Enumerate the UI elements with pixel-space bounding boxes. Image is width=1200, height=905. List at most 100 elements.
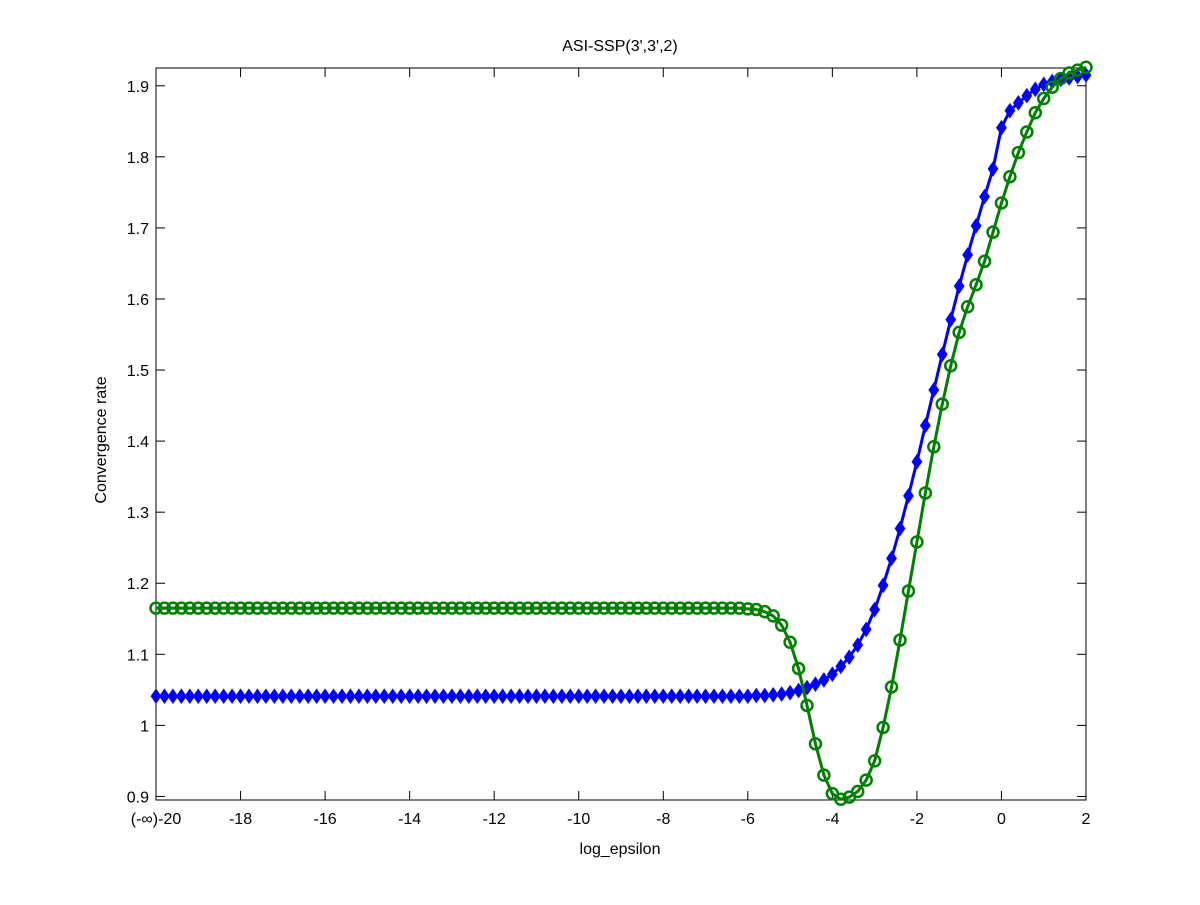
data-point xyxy=(326,601,341,615)
data-point xyxy=(311,688,323,705)
data-point xyxy=(927,440,941,454)
data-point xyxy=(352,601,366,615)
data-point xyxy=(1028,106,1043,120)
data-point xyxy=(945,311,957,328)
data-point xyxy=(843,649,855,665)
data-point xyxy=(411,601,425,615)
data-point xyxy=(877,577,889,594)
data-point xyxy=(742,688,754,705)
data-point xyxy=(953,278,965,294)
data-point xyxy=(707,601,721,615)
data-point xyxy=(514,688,525,705)
data-point xyxy=(284,601,299,615)
data-point xyxy=(986,225,1000,239)
data-point xyxy=(884,680,899,694)
data-point xyxy=(817,768,831,782)
x-tick-label: 0 xyxy=(997,811,1006,828)
data-point xyxy=(336,688,348,705)
data-point xyxy=(277,688,289,705)
data-point xyxy=(521,601,535,615)
data-point xyxy=(860,621,872,638)
data-point xyxy=(1045,80,1059,94)
data-point xyxy=(267,601,282,615)
data-point xyxy=(318,601,332,615)
data-point xyxy=(733,688,745,705)
data-point xyxy=(252,688,263,705)
data-point xyxy=(1020,125,1034,139)
data-point xyxy=(488,688,500,705)
data-point xyxy=(674,688,686,705)
data-point xyxy=(478,601,493,615)
data-point xyxy=(345,688,356,705)
y-tick-label: 1.6 xyxy=(127,292,149,309)
data-point xyxy=(640,688,652,705)
data-point xyxy=(943,359,958,373)
data-point xyxy=(571,601,586,615)
data-point xyxy=(598,688,610,705)
data-point xyxy=(683,688,695,705)
data-point xyxy=(438,688,449,705)
x-tick-label: -6 xyxy=(741,811,755,828)
data-point xyxy=(563,601,578,615)
data-point xyxy=(759,687,771,704)
x-tick-label: (-∞)-20 xyxy=(131,811,182,828)
data-point xyxy=(960,300,975,314)
data-point xyxy=(149,601,163,615)
data-point xyxy=(715,601,730,615)
data-point xyxy=(564,688,576,705)
data-point xyxy=(462,601,476,615)
data-point xyxy=(624,688,635,705)
data-point xyxy=(708,688,720,705)
data-point xyxy=(903,488,914,504)
data-point xyxy=(622,601,637,615)
data-point xyxy=(260,688,272,705)
data-point xyxy=(1062,66,1076,80)
data-point xyxy=(818,672,830,688)
data-point xyxy=(539,688,551,705)
data-point xyxy=(783,635,797,649)
data-point xyxy=(588,601,603,615)
data-point xyxy=(250,601,265,615)
data-point xyxy=(361,688,373,705)
data-point xyxy=(573,688,585,705)
data-point xyxy=(328,688,339,705)
data-point xyxy=(835,658,847,675)
data-point xyxy=(649,688,661,705)
data-point xyxy=(276,601,290,615)
data-point xyxy=(977,254,992,269)
data-point xyxy=(166,601,180,615)
data-point xyxy=(480,688,492,705)
data-point xyxy=(893,633,907,647)
data-point xyxy=(174,601,189,615)
data-point xyxy=(436,601,451,615)
data-point xyxy=(531,688,542,705)
data-point xyxy=(681,601,696,615)
data-point xyxy=(850,784,865,799)
y-tick-label: 1.2 xyxy=(127,576,149,593)
data-point xyxy=(996,119,1007,136)
data-point xyxy=(910,535,924,549)
data-point xyxy=(970,217,982,234)
data-point xyxy=(666,688,678,705)
data-point xyxy=(580,601,594,615)
data-point xyxy=(377,601,392,615)
y-tick-label: 1.8 xyxy=(127,150,149,167)
data-point xyxy=(1029,81,1041,98)
x-tick-label: -16 xyxy=(314,811,337,828)
data-point xyxy=(402,601,417,615)
data-point xyxy=(421,688,432,705)
x-tick-label: -10 xyxy=(567,811,590,828)
data-point xyxy=(546,601,561,615)
data-point xyxy=(919,417,931,434)
data-point xyxy=(538,601,552,615)
data-point xyxy=(505,688,517,705)
y-tick-label: 1.4 xyxy=(127,434,149,451)
y-tick-label: 1.9 xyxy=(127,79,149,96)
data-point xyxy=(928,382,940,398)
data-point xyxy=(233,601,248,615)
data-point xyxy=(952,325,966,340)
plot-area xyxy=(155,67,1087,801)
data-point xyxy=(235,688,246,705)
data-point xyxy=(343,601,358,615)
data-point xyxy=(869,601,881,618)
